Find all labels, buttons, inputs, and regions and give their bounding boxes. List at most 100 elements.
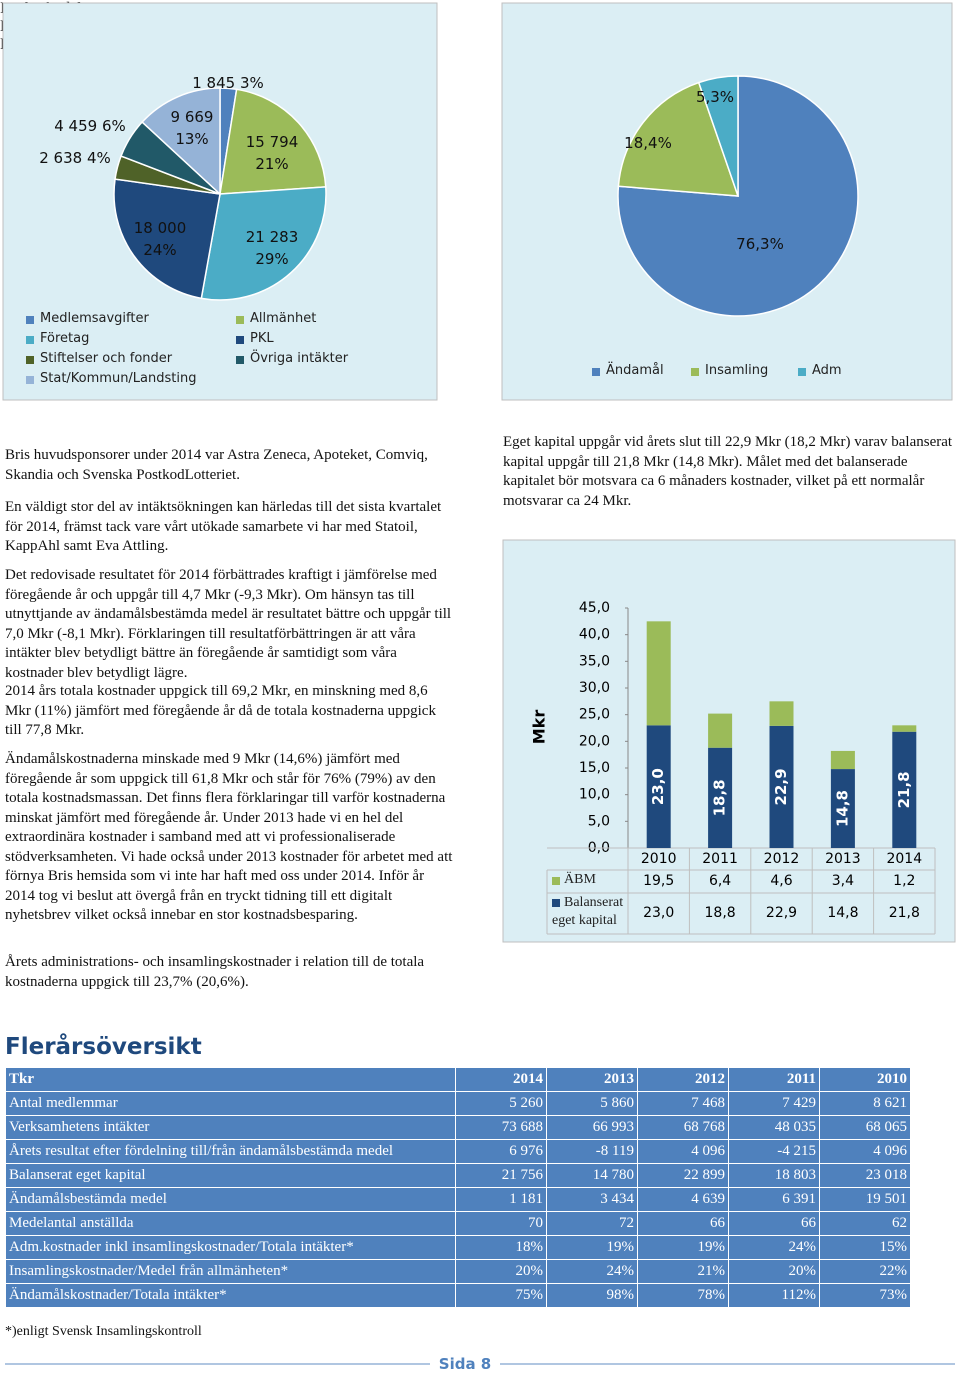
- y-tick-label: 35,0: [579, 653, 610, 669]
- section-heading: Flerårsöversikt: [5, 1034, 202, 1060]
- table-value: 18,8: [705, 905, 736, 921]
- table-value: 19,5: [643, 873, 674, 889]
- table-cell: 8 621: [819, 1091, 911, 1116]
- page-number: Sida 8: [438, 1355, 492, 1373]
- data-label: 76,3%: [736, 235, 784, 253]
- table-cell: Årets resultat efter fördelning till/frå…: [5, 1139, 456, 1164]
- paragraph: 2014 års totala kostnader uppgick till 6…: [5, 683, 436, 738]
- table-cell: 2010: [819, 1067, 911, 1092]
- table-row: Verksamhetens intäkter 73 688 66 993 68 768…: [5, 1115, 911, 1140]
- legend-label: Insamling: [705, 363, 769, 378]
- table-value: 4,6: [770, 873, 792, 889]
- bar-label: 18,8: [711, 779, 729, 816]
- legend-swatch: [552, 899, 560, 907]
- table-cell: Verksamhetens intäkter: [5, 1115, 456, 1140]
- legend-swatch: [26, 336, 34, 344]
- table-cell: Antal medlemmar: [5, 1091, 456, 1116]
- legend-swatch: [236, 356, 244, 364]
- y-tick-label: 25,0: [579, 707, 610, 723]
- table-cell: 22%: [819, 1259, 911, 1284]
- pie-slice: [141, 87, 221, 196]
- table-value: 14,8: [827, 905, 858, 921]
- table-cell: 14 780: [546, 1163, 638, 1188]
- table-cell: 19%: [637, 1235, 729, 1260]
- legend-label: PKL: [250, 331, 274, 346]
- pie-slice: [219, 88, 327, 195]
- table-row: Adm.kostnader inkl insamlingskostnader/T…: [5, 1235, 911, 1260]
- bar-segment: [830, 769, 855, 848]
- data-label: 18 000 24%: [133, 219, 187, 259]
- bar-label: 21,8: [895, 771, 913, 808]
- x-tick-label: 2014: [886, 851, 922, 867]
- y-tick-label: 45,0: [579, 600, 610, 616]
- y-axis-label: Mkr: [530, 710, 549, 745]
- bar-segment: [769, 701, 794, 726]
- table-cell: -8 119: [546, 1139, 638, 1164]
- table-value: 23,0: [643, 905, 674, 921]
- y-tick-label: 10,0: [579, 787, 610, 803]
- overview-table: Tkr 2014 2013 2012 2011 2010 Antal medlemmar 5 …: [5, 1067, 911, 1308]
- bar-segment: [830, 750, 855, 770]
- table-cell: 6 976: [455, 1139, 547, 1164]
- table-cell: 48 035: [728, 1115, 820, 1140]
- table-cell: 73 688: [455, 1115, 547, 1140]
- footnote: *)enligt Svensk Insamlingskontroll: [5, 1324, 202, 1339]
- legend-swatch: [552, 877, 560, 885]
- table-cell: 6 391: [728, 1187, 820, 1212]
- legend-swatch: [236, 316, 244, 324]
- legend-swatch: [236, 336, 244, 344]
- pie-slice: [200, 186, 327, 301]
- table-cell: 5 260: [455, 1091, 547, 1116]
- bar-segment: [892, 725, 917, 732]
- table-cell: Medelantal anställda: [5, 1211, 456, 1236]
- x-tick-label: 2010: [641, 851, 677, 867]
- table-row: Tkr 2014 2013 2012 2011 2010: [5, 1067, 911, 1092]
- table-cell: 22 899: [637, 1163, 729, 1188]
- data-label: 18,4%: [624, 134, 672, 152]
- legend-swatch: [798, 368, 806, 376]
- table-value: 3,4: [832, 873, 854, 889]
- data-label: 2 638 4%: [39, 149, 111, 167]
- table-cell: 20%: [455, 1259, 547, 1284]
- bar-label: 22,9: [772, 768, 790, 805]
- data-label: 4 459 6%: [54, 117, 126, 135]
- y-tick-label: 20,0: [579, 733, 610, 749]
- legend-label: Företag: [40, 331, 90, 346]
- paragraph: Det redovisade resultatet för 2014 förbä…: [5, 567, 452, 681]
- table-row: Ändamålskostnader/Totala intäkter* 75% 98%…: [5, 1283, 911, 1308]
- paragraph: Årets administrations- och insamlingskos…: [5, 954, 425, 990]
- legend-label: Ändamål: [606, 363, 664, 378]
- table-cell: 4 096: [819, 1139, 911, 1164]
- legend-label: Allmänhet: [250, 311, 317, 326]
- table-row: Årets resultat efter fördelning till/frå…: [5, 1139, 911, 1164]
- table-cell: 23 018: [819, 1163, 911, 1188]
- table-cell: 73%: [819, 1283, 911, 1308]
- table-cell: 18 803: [728, 1163, 820, 1188]
- table-row: Ändamålsbestämda medel 1 181 3 434 4 639 6 3…: [5, 1187, 911, 1212]
- data-label: 15 794 21%: [245, 133, 299, 173]
- paragraph: En väldigt stor del av intäktsökningen k…: [5, 499, 442, 554]
- legend-label: Stat/Kommun/Landsting: [40, 371, 197, 386]
- table-cell: 62: [819, 1211, 911, 1236]
- table-cell: 19%: [546, 1235, 638, 1260]
- legend-label: Stiftelser och fonder: [40, 351, 173, 366]
- table-cell: 70: [455, 1211, 547, 1236]
- table-cell: 72: [546, 1211, 638, 1236]
- table-value: 1,2: [893, 873, 915, 889]
- data-label: 21 283 29%: [245, 228, 299, 268]
- table-cell: -4 215: [728, 1139, 820, 1164]
- table-cell: 19 501: [819, 1187, 911, 1212]
- table-cell: Adm.kostnader inkl insamlingskostnader/T…: [5, 1235, 456, 1260]
- table-cell: 21%: [637, 1259, 729, 1284]
- table-cell: 75%: [455, 1283, 547, 1308]
- table-cell: 2013: [546, 1067, 638, 1092]
- table-cell: 66 993: [546, 1115, 638, 1140]
- table-row: Balanserat eget kapital 21 756 14 780 22 89…: [5, 1163, 911, 1188]
- legend-swatch: [26, 356, 34, 364]
- table-value: 6,4: [709, 873, 731, 889]
- table-cell: Balanserat eget kapital: [5, 1163, 456, 1188]
- bar-segment: [708, 713, 733, 748]
- bar-segment: [892, 731, 917, 848]
- bar-label: 23,0: [649, 768, 667, 805]
